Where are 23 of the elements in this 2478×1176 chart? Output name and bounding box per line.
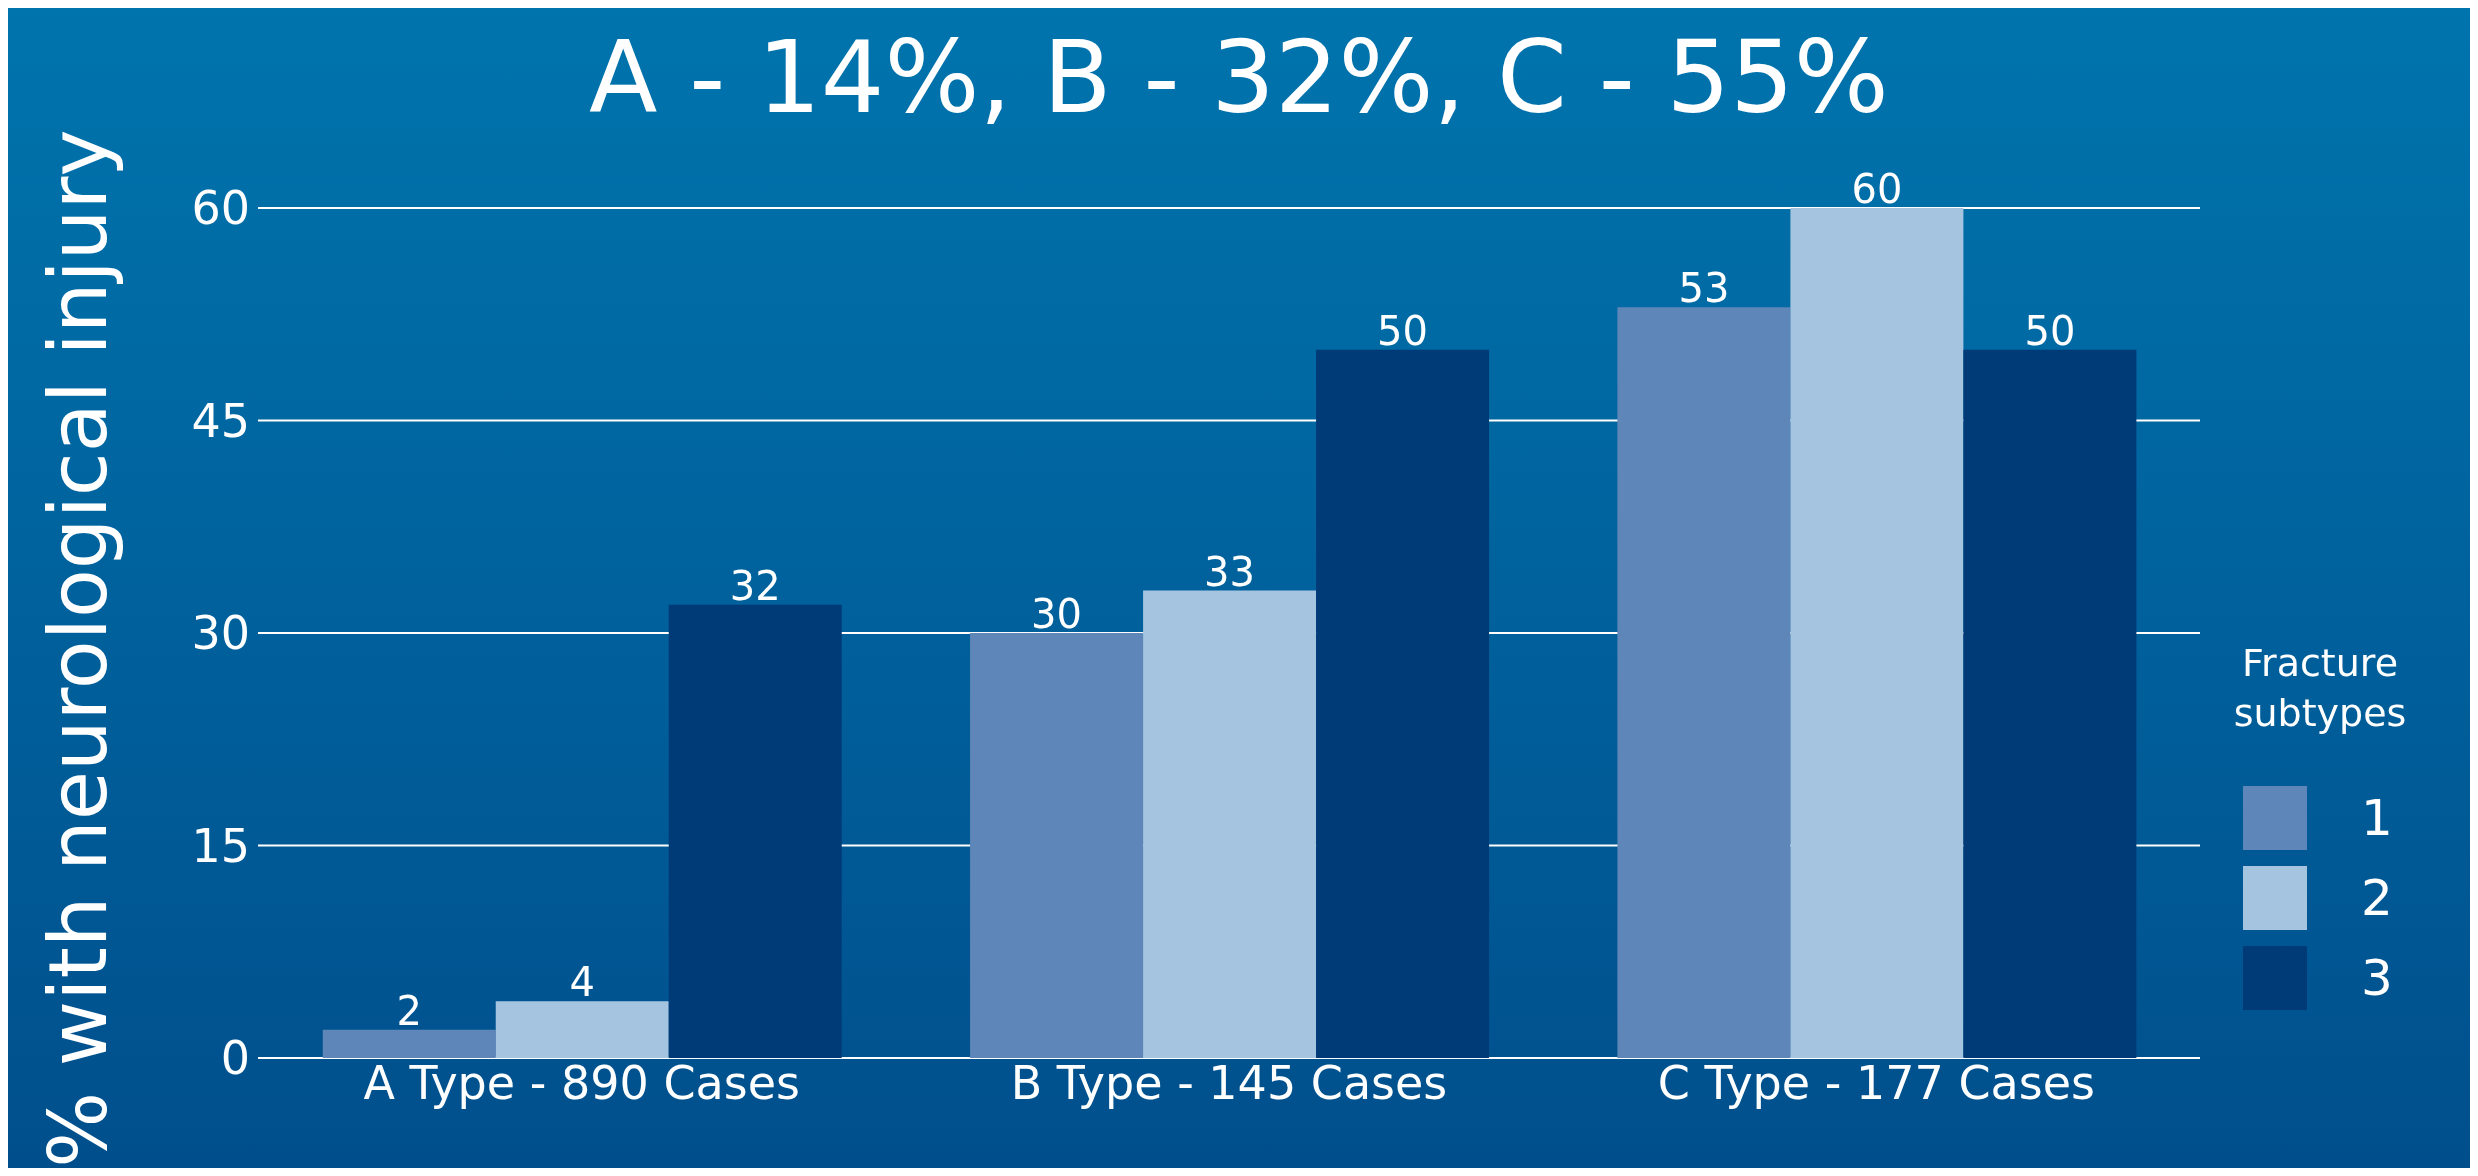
data-label: 53 bbox=[1678, 265, 1730, 312]
legend-label: 3 bbox=[2360, 949, 2394, 1007]
y-tick-label: 30 bbox=[191, 606, 250, 661]
chart-title: A - 14%, B - 32%, C - 55% bbox=[589, 19, 1889, 136]
legend-label: 2 bbox=[2360, 869, 2394, 927]
data-label: 30 bbox=[1031, 591, 1083, 637]
data-label: 33 bbox=[1204, 548, 1256, 595]
legend-label: 1 bbox=[2360, 789, 2394, 847]
data-label: 50 bbox=[1377, 307, 1429, 354]
data-label: 60 bbox=[1851, 166, 1903, 212]
x-tick-label: C Type - 177 Cases bbox=[1657, 1055, 2095, 1110]
data-label: 50 bbox=[2024, 307, 2076, 354]
x-tick-label: A Type - 890 Cases bbox=[363, 1055, 800, 1110]
x-tick-label: B Type - 145 Cases bbox=[1010, 1055, 1448, 1110]
y-tick-label: 60 bbox=[191, 181, 250, 236]
legend-title: Fracture subtypes bbox=[2232, 640, 2408, 737]
y-axis-title: % with neurological injury bbox=[31, 128, 125, 1168]
data-label: 4 bbox=[569, 959, 595, 1006]
data-label: 32 bbox=[729, 562, 781, 609]
y-tick-label: 45 bbox=[191, 393, 250, 448]
y-tick-label: 0 bbox=[220, 1031, 250, 1086]
y-tick-label: 15 bbox=[191, 818, 250, 873]
data-label: 2 bbox=[396, 987, 422, 1034]
